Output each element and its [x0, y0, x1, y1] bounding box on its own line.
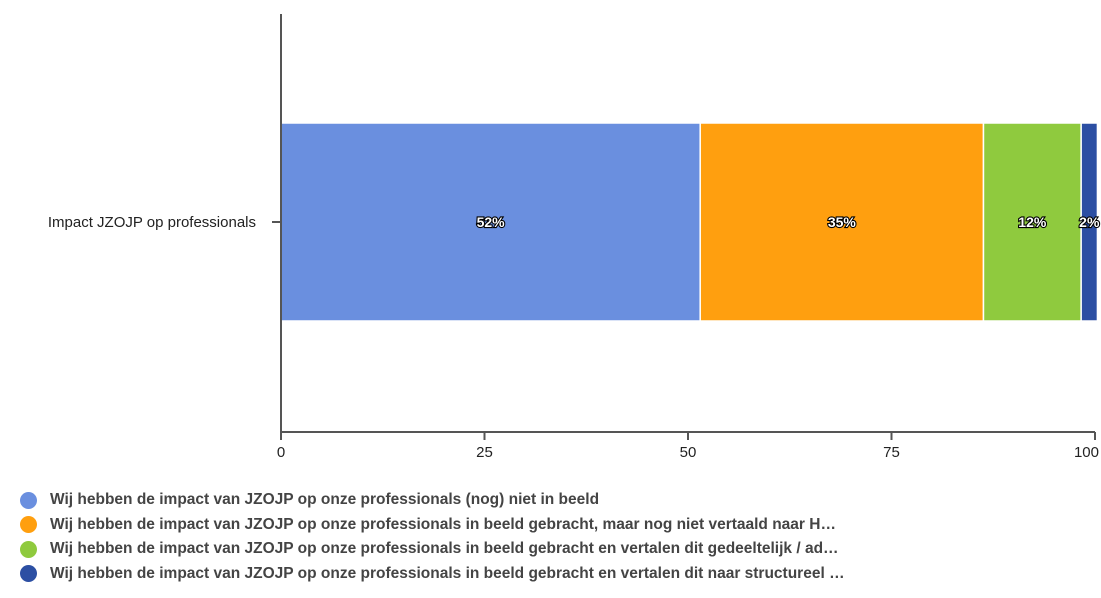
- x-tick-label: 50: [680, 444, 697, 461]
- data-label-3: 12%: [1018, 214, 1047, 230]
- data-labels: 52% 35% 12% 2%: [475, 213, 1101, 231]
- x-tick-label: 100: [1074, 444, 1099, 461]
- category-label: Impact JZOJP op professionals: [48, 214, 256, 231]
- legend-item-2[interactable]: Wij hebben de impact van JZOJP op onze p…: [20, 513, 1090, 538]
- legend-dot-icon: [20, 540, 37, 558]
- legend-label: Wij hebben de impact van JZOJP op onze p…: [50, 564, 845, 582]
- legend-label: Wij hebben de impact van JZOJP op onze p…: [50, 540, 839, 558]
- legend: Wij hebben de impact van JZOJP op onze p…: [20, 488, 1090, 586]
- legend-dot-icon: [20, 491, 37, 509]
- data-label-1: 52%: [477, 214, 506, 230]
- bar-segment-1: [280, 122, 701, 322]
- legend-item-3[interactable]: Wij hebben de impact van JZOJP op onze p…: [20, 537, 1090, 562]
- legend-label: Wij hebben de impact van JZOJP op onze p…: [50, 491, 600, 509]
- bar-segment-4: [1080, 122, 1099, 322]
- bars-group: [280, 122, 1099, 322]
- x-tick-label: 25: [476, 444, 493, 461]
- x-axis-ticks: 0 25 50 75 100: [277, 432, 1099, 461]
- legend-dot-icon: [20, 565, 37, 583]
- category-labels: Impact JZOJP op professionals: [48, 214, 281, 231]
- bar-segment-3: [982, 122, 1082, 322]
- data-label-4: 2%: [1079, 214, 1100, 230]
- legend-label: Wij hebben de impact van JZOJP op onze p…: [50, 515, 836, 533]
- legend-dot-icon: [20, 516, 37, 534]
- data-label-2: 35%: [828, 214, 857, 230]
- x-tick-label: 0: [277, 444, 285, 461]
- legend-item-4[interactable]: Wij hebben de impact van JZOJP op onze p…: [20, 562, 1090, 587]
- bar-segment-2: [699, 122, 985, 322]
- legend-item-1[interactable]: Wij hebben de impact van JZOJP op onze p…: [20, 488, 1090, 513]
- stacked-bar-chart: 0 25 50 75 100 Impact JZOJP op professionals…: [48, 14, 1101, 461]
- x-tick-label: 75: [883, 444, 900, 461]
